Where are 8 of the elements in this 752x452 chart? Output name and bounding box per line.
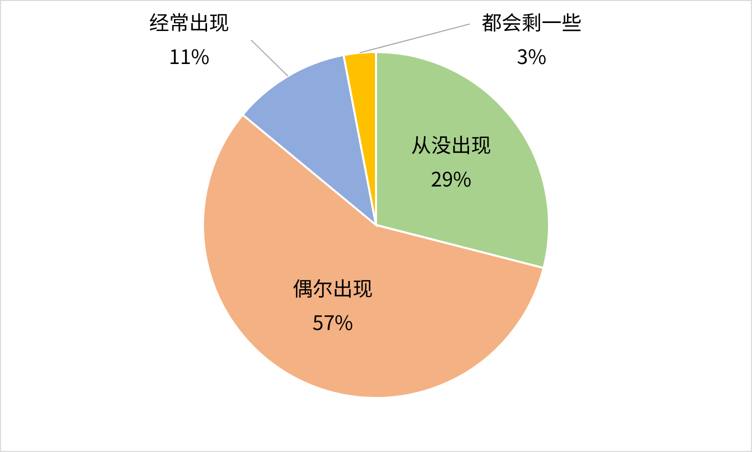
slice-label: 偶尔出现 [292, 272, 373, 302]
slice-label: 经常出现 [149, 7, 230, 36]
data-label: 3% [516, 41, 546, 70]
data-label: 29% [430, 164, 472, 193]
data-label: 57% [312, 306, 354, 336]
slice-label: 从没出现 [411, 130, 492, 159]
data-label: 11% [168, 41, 210, 70]
slice-label: 都会剩一些 [482, 7, 582, 36]
